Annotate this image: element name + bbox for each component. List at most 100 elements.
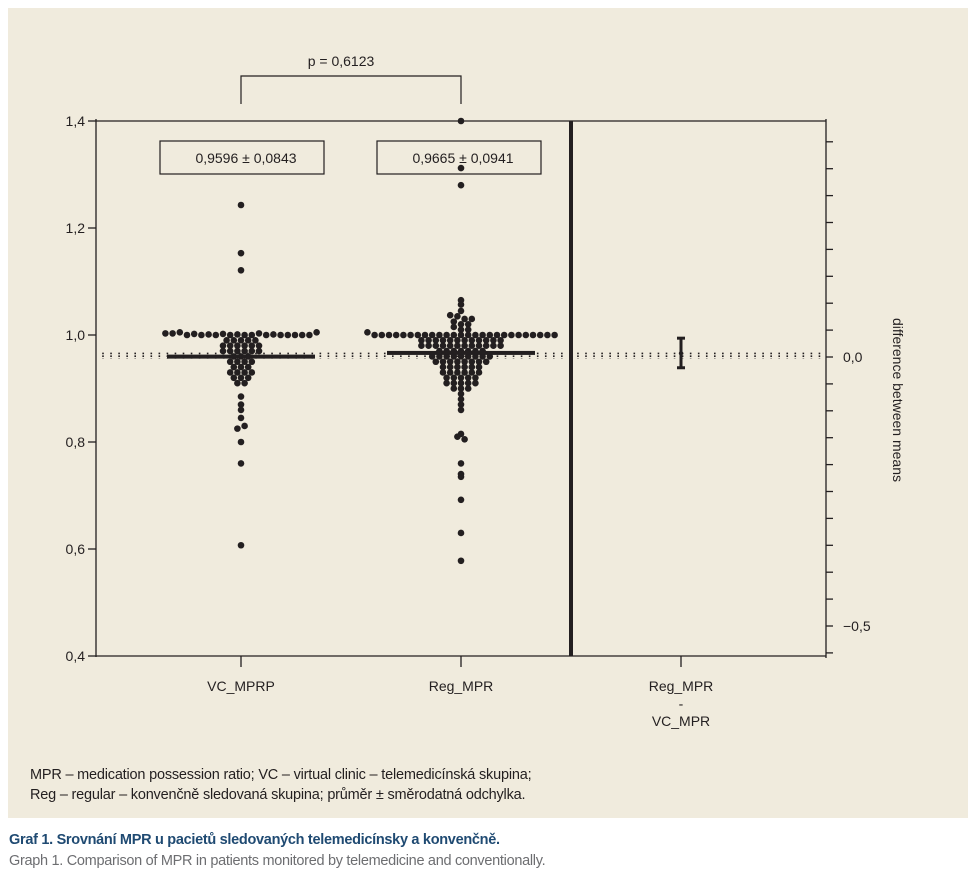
data-point: [237, 249, 245, 257]
data-point: [237, 541, 245, 549]
data-point: [468, 337, 476, 344]
data-point: [454, 363, 461, 371]
data-point: [400, 331, 407, 339]
data-point: [457, 117, 465, 125]
data-point: [436, 331, 443, 339]
data-point: [439, 358, 447, 366]
data-point: [230, 374, 238, 382]
data-point: [241, 369, 248, 376]
data-point: [457, 496, 465, 504]
p-value-label: p = 0,6123: [308, 53, 375, 69]
data-point: [461, 337, 468, 344]
data-point: [439, 363, 447, 371]
data-point: [464, 331, 472, 339]
data-point: [237, 438, 245, 446]
data-point: [212, 331, 220, 339]
data-point: [457, 326, 465, 333]
data-point: [493, 331, 501, 339]
data-point: [298, 331, 306, 339]
data-point: [234, 358, 241, 366]
data-point: [378, 331, 386, 339]
data-point: [241, 342, 248, 350]
data-point: [364, 329, 371, 336]
data-point: [497, 342, 504, 350]
data-point: [425, 342, 432, 350]
data-point: [454, 358, 461, 366]
significance-bracket: [240, 75, 462, 104]
data-point: [457, 307, 465, 315]
data-point: [371, 331, 378, 339]
data-point: [454, 337, 461, 344]
data-point: [255, 347, 263, 355]
data-point: [432, 342, 440, 350]
data-point: [162, 330, 169, 337]
data-point: [457, 164, 465, 172]
right-axis-tick-label: 0,0: [843, 349, 863, 365]
data-point: [486, 331, 494, 339]
x-axis-category-label: VC_MPR: [652, 713, 710, 729]
data-point: [237, 393, 245, 400]
data-point: [457, 401, 465, 408]
data-point: [439, 337, 447, 344]
mean-line: [387, 350, 535, 355]
data-point: [226, 331, 234, 339]
data-point: [241, 331, 248, 339]
data-point: [237, 401, 245, 408]
data-point: [169, 330, 176, 337]
x-axis-category-label: -: [679, 696, 684, 712]
data-point: [313, 329, 320, 336]
data-point: [439, 369, 447, 376]
data-point: [457, 460, 465, 467]
data-point: [450, 318, 458, 325]
data-point: [490, 337, 497, 344]
data-point: [234, 347, 241, 355]
data-point: [464, 321, 472, 328]
data-point: [443, 331, 450, 339]
data-point: [464, 379, 472, 387]
data-point: [457, 406, 465, 414]
data-point: [385, 331, 393, 339]
data-point: [241, 422, 248, 430]
data-point: [291, 331, 299, 339]
summary-box-label: 0,9596 ± 0,0843: [195, 150, 296, 166]
data-point: [237, 363, 245, 371]
data-point: [457, 529, 465, 537]
data-point: [446, 342, 454, 350]
data-point: [454, 433, 461, 440]
summary-box: [376, 140, 542, 175]
data-point: [475, 342, 483, 350]
data-point: [490, 342, 497, 350]
data-point: [450, 379, 458, 387]
data-point: [464, 326, 472, 333]
data-point: [475, 369, 483, 376]
data-point: [457, 390, 465, 398]
data-point: [241, 379, 248, 387]
mean-lines: [167, 336, 685, 370]
data-point: [262, 331, 270, 339]
data-point: [536, 331, 544, 339]
data-point: [248, 369, 256, 376]
data-point: [248, 342, 256, 350]
data-point: [446, 358, 454, 366]
data-point: [479, 331, 486, 339]
x-axis-category-label: Reg_MPR: [649, 678, 714, 694]
data-point: [248, 358, 256, 366]
data-point: [450, 323, 458, 331]
left-axis-tick-label: 1,4: [66, 113, 86, 129]
left-axis-tick-label: 1,0: [66, 327, 86, 343]
data-point: [237, 201, 245, 209]
data-point: [226, 347, 234, 355]
data-point: [421, 331, 429, 339]
data-point: [432, 358, 440, 366]
data-point: [454, 312, 461, 320]
left-axis-tick-label: 0,8: [66, 434, 86, 450]
caption-subtitle: Graph 1. Comparison of MPR in patients m…: [9, 853, 546, 869]
axes: 0,4 0,6 0,8 1,0 1,2 1,4 0,0 −0,5 VC_MPRP Reg_MPR R…: [66, 113, 871, 729]
data-point: [237, 406, 245, 414]
data-point: [468, 342, 476, 350]
data-point: [468, 358, 476, 366]
data-point: [457, 301, 465, 308]
caption-title: Graf 1. Srovnání MPR u pacietů sledovaný…: [9, 832, 500, 848]
data-point: [219, 330, 227, 338]
